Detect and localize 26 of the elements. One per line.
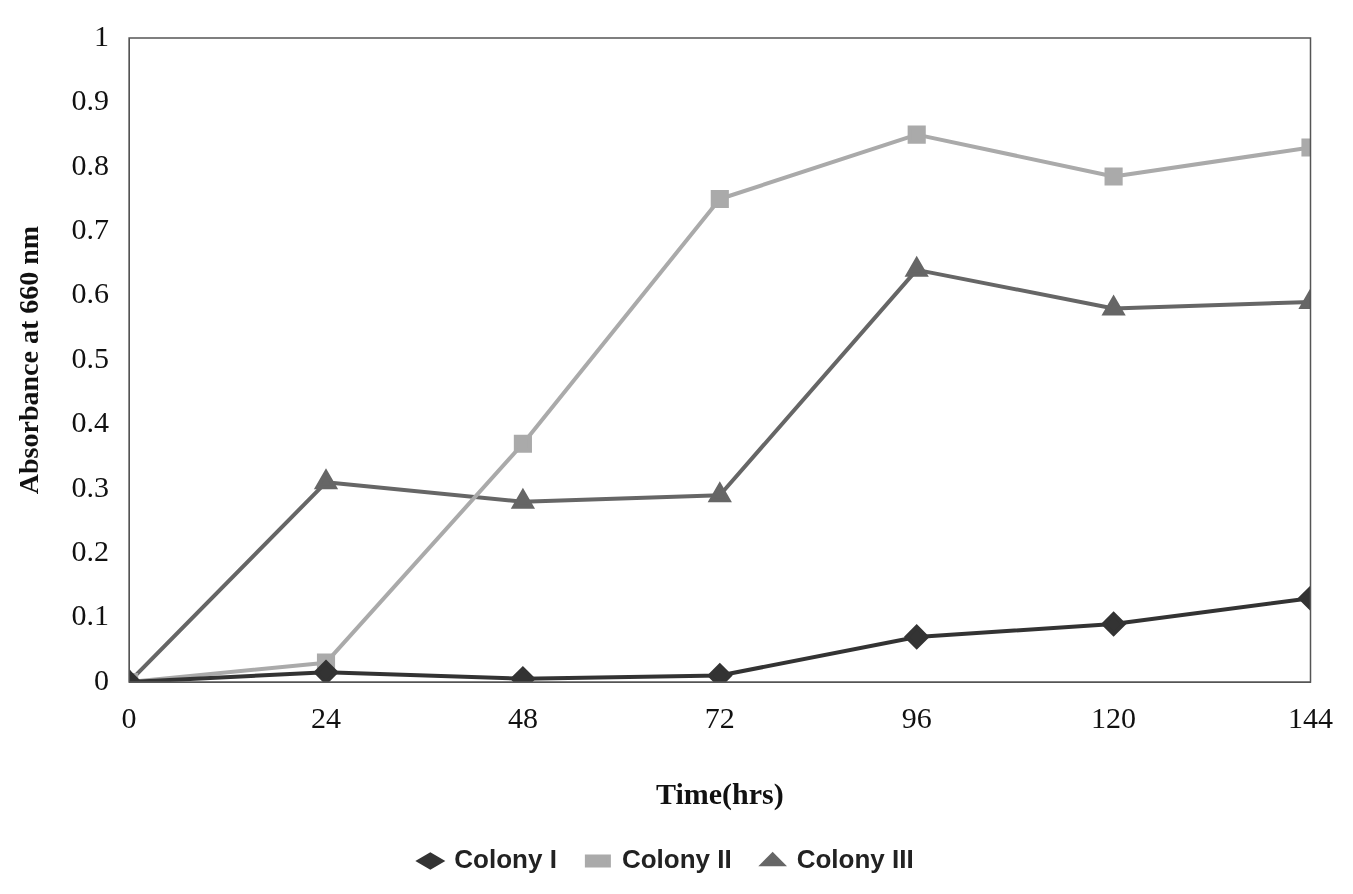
y-tick-label: 1 xyxy=(94,18,110,52)
y-tick-label: 0.7 xyxy=(71,212,110,246)
y-tick-label: 0.4 xyxy=(71,405,110,439)
x-tick-label: 120 xyxy=(1091,700,1137,734)
y-tick-label: 0.6 xyxy=(71,276,110,310)
y-tick-label: 0.3 xyxy=(71,469,110,503)
y-tick-label: 0.8 xyxy=(71,147,110,181)
x-axis-title: Time(hrs) xyxy=(655,776,784,811)
point xyxy=(710,189,729,209)
y-axis-title: Absorbance at 660 nm xyxy=(13,225,45,495)
y-tick-label: 0.5 xyxy=(71,340,110,374)
legend-label: Colony I xyxy=(454,844,557,875)
y-tick-label: 0 xyxy=(94,662,110,696)
point xyxy=(907,125,926,144)
legend-label: Colony III xyxy=(796,844,914,875)
y-tick-label: 0.2 xyxy=(71,534,110,568)
x-tick-label: 24 xyxy=(311,700,341,734)
x-tick-label: 96 xyxy=(901,700,932,734)
x-tick-label: 72 xyxy=(704,700,735,734)
x-tick-label: 48 xyxy=(507,700,538,734)
x-tick-label: 0 xyxy=(121,700,137,734)
point xyxy=(709,483,731,503)
legend-label: Colony II xyxy=(621,844,732,875)
y-tick-label: 0.1 xyxy=(71,598,110,632)
x-tick-label: 144 xyxy=(1288,700,1333,734)
y-tick-label: 0.9 xyxy=(71,83,110,117)
